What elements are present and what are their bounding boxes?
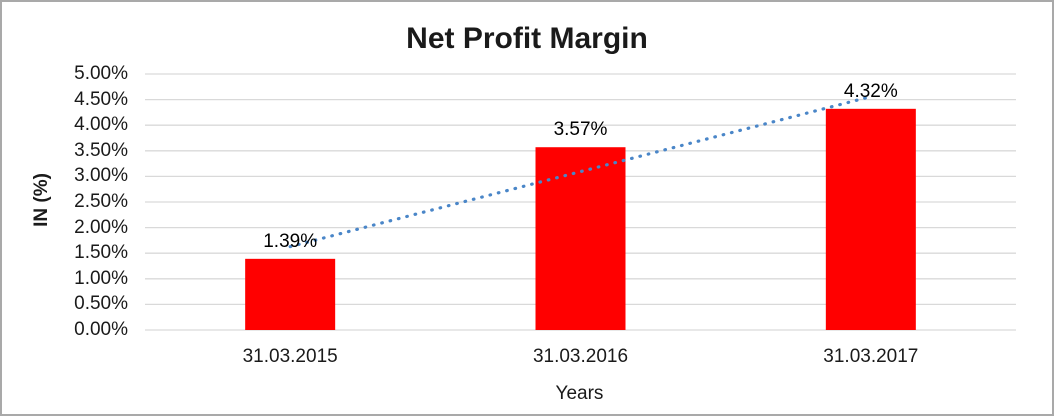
y-tick-label: 4.00% (74, 114, 128, 136)
y-tick-label: 1.50% (74, 242, 128, 264)
bar-value-label: 3.57% (553, 119, 608, 141)
x-tick-label: 31.03.2016 (532, 346, 629, 367)
y-tick-label: 3.00% (74, 165, 128, 187)
bar-value-label: 1.39% (263, 230, 318, 252)
x-tick-label: 31.03.2015 (242, 346, 338, 367)
trendline (288, 95, 873, 249)
y-tick-label: 5.00% (74, 63, 128, 84)
y-tick-label: 2.00% (74, 216, 128, 238)
bar-value-label: 4.32% (843, 80, 898, 102)
bar (245, 258, 336, 330)
y-tick-label: 4.50% (74, 88, 128, 110)
y-tick-label: 1.00% (74, 267, 128, 289)
bar (535, 147, 626, 330)
x-axis-title: Years (555, 383, 604, 404)
y-tick-label: 2.50% (74, 191, 128, 212)
bar (825, 108, 916, 330)
y-tick-label: 0.00% (74, 319, 128, 340)
y-tick-label: 0.50% (74, 293, 128, 315)
y-tick-label: 3.50% (74, 139, 128, 161)
x-tick-label: 31.03.2017 (823, 346, 919, 367)
chart-title: Net Profit Margin (406, 22, 648, 55)
